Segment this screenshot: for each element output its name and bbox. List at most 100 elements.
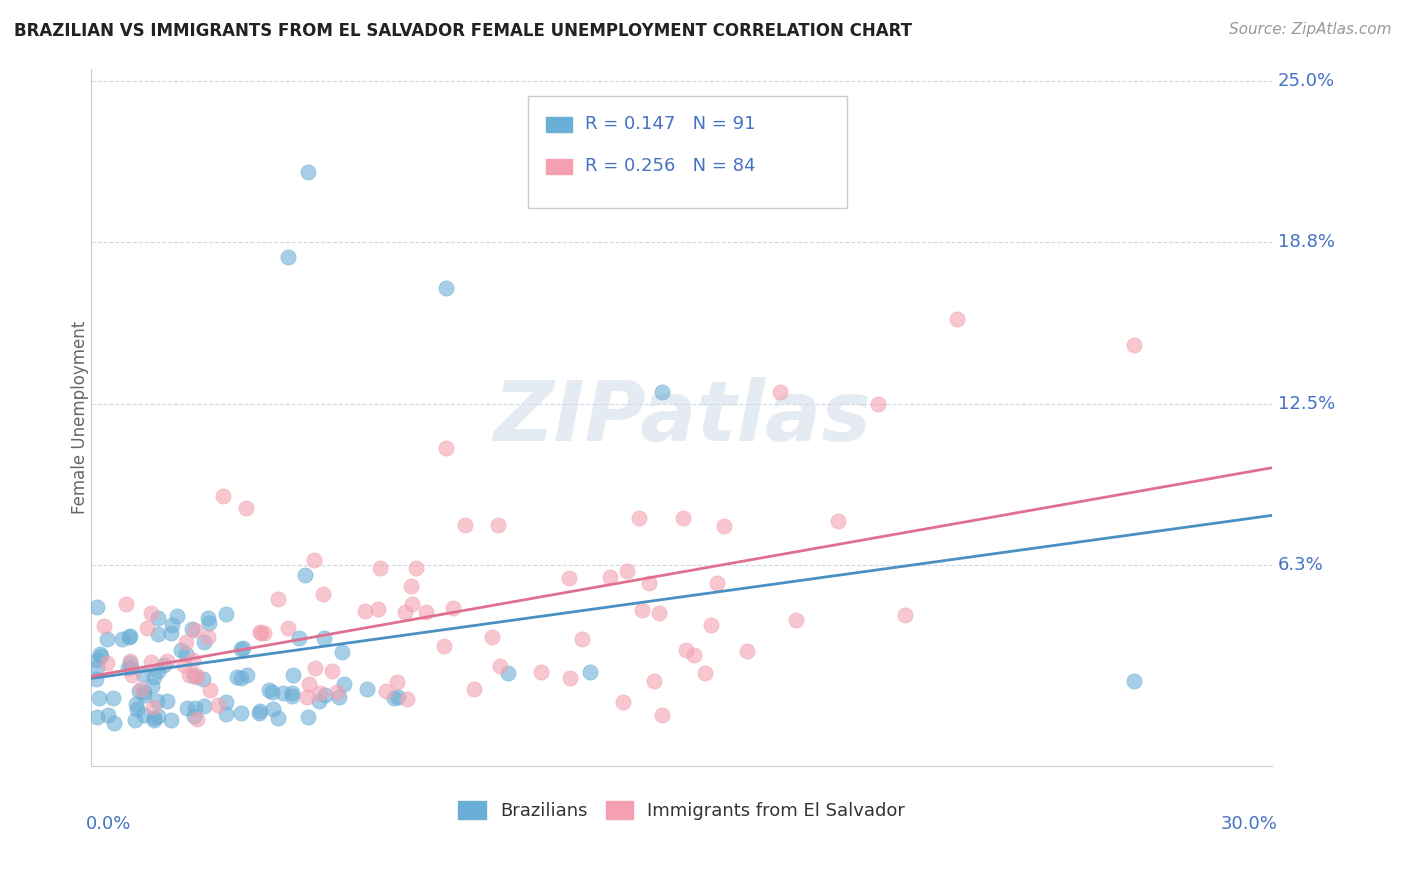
Point [160,713,183,727]
Point [281,667,304,681]
Point [415,606,437,620]
Point [627,511,650,525]
Point [142,700,165,714]
Point [277,250,299,264]
Point [96,632,118,647]
Point [146,664,169,678]
Point [146,694,169,708]
Point [395,692,418,706]
Point [486,517,509,532]
Text: 18.8%: 18.8% [1278,233,1334,251]
Point [643,674,665,689]
Point [215,707,238,722]
Point [86,653,108,667]
Point [249,704,271,718]
FancyBboxPatch shape [529,96,846,208]
Point [125,697,148,711]
Point [529,665,551,680]
Point [578,665,600,679]
Point [146,708,169,723]
Point [1123,673,1146,688]
Point [86,600,108,615]
Point [184,624,207,638]
Point [434,441,457,455]
Point [183,701,205,715]
Point [197,631,219,645]
Point [235,501,257,516]
Point [328,690,350,704]
Point [176,701,198,715]
Text: BRAZILIAN VS IMMIGRANTS FROM EL SALVADOR FEMALE UNEMPLOYMENT CORRELATION CHART: BRAZILIAN VS IMMIGRANTS FROM EL SALVADOR… [14,22,912,40]
Point [129,682,152,697]
Point [827,514,849,528]
Point [142,670,165,684]
Point [181,653,204,667]
Point [156,694,179,708]
Point [173,657,195,672]
Point [314,688,336,702]
Point [141,680,163,694]
Point [326,685,349,699]
FancyBboxPatch shape [546,117,572,132]
Point [273,686,295,700]
Point [121,668,143,682]
Point [434,281,457,295]
Text: 0.0%: 0.0% [86,815,131,833]
Point [894,608,917,623]
Point [401,597,423,611]
Point [160,626,183,640]
Point [382,691,405,706]
Point [146,611,169,625]
Point [370,561,392,575]
Point [111,632,134,647]
Point [868,397,890,411]
Point [93,619,115,633]
Point [162,617,184,632]
Point [354,604,377,618]
Point [706,576,728,591]
Point [631,603,654,617]
Point [308,686,330,700]
Point [86,659,108,673]
Point [288,631,311,645]
Point [267,591,290,606]
Point [295,690,318,704]
Point [769,384,792,399]
Point [141,655,163,669]
Point [207,698,229,712]
Point [118,630,141,644]
Point [277,621,299,635]
Point [785,613,807,627]
Point [232,641,254,656]
Point [260,684,283,698]
Point [375,684,398,698]
Point [180,622,202,636]
Point [87,691,110,706]
Point [330,645,353,659]
Point [97,707,120,722]
Text: R = 0.256   N = 84: R = 0.256 N = 84 [585,157,755,175]
Point [214,695,236,709]
Point [249,625,271,640]
Point [311,587,333,601]
Point [186,667,208,681]
Point [170,643,193,657]
Text: ZIPatlas: ZIPatlas [492,377,870,458]
Point [463,682,485,697]
Point [387,675,409,690]
Point [432,639,454,653]
Point [103,715,125,730]
Point [356,681,378,696]
Point [229,641,252,656]
Point [637,575,659,590]
Point [156,654,179,668]
Point [132,667,155,681]
Point [197,615,219,630]
Text: 6.3%: 6.3% [1278,556,1323,574]
Point [198,683,221,698]
Point [405,561,427,575]
Point [117,661,139,675]
Point [946,312,969,326]
Point [229,671,252,685]
Point [304,661,326,675]
